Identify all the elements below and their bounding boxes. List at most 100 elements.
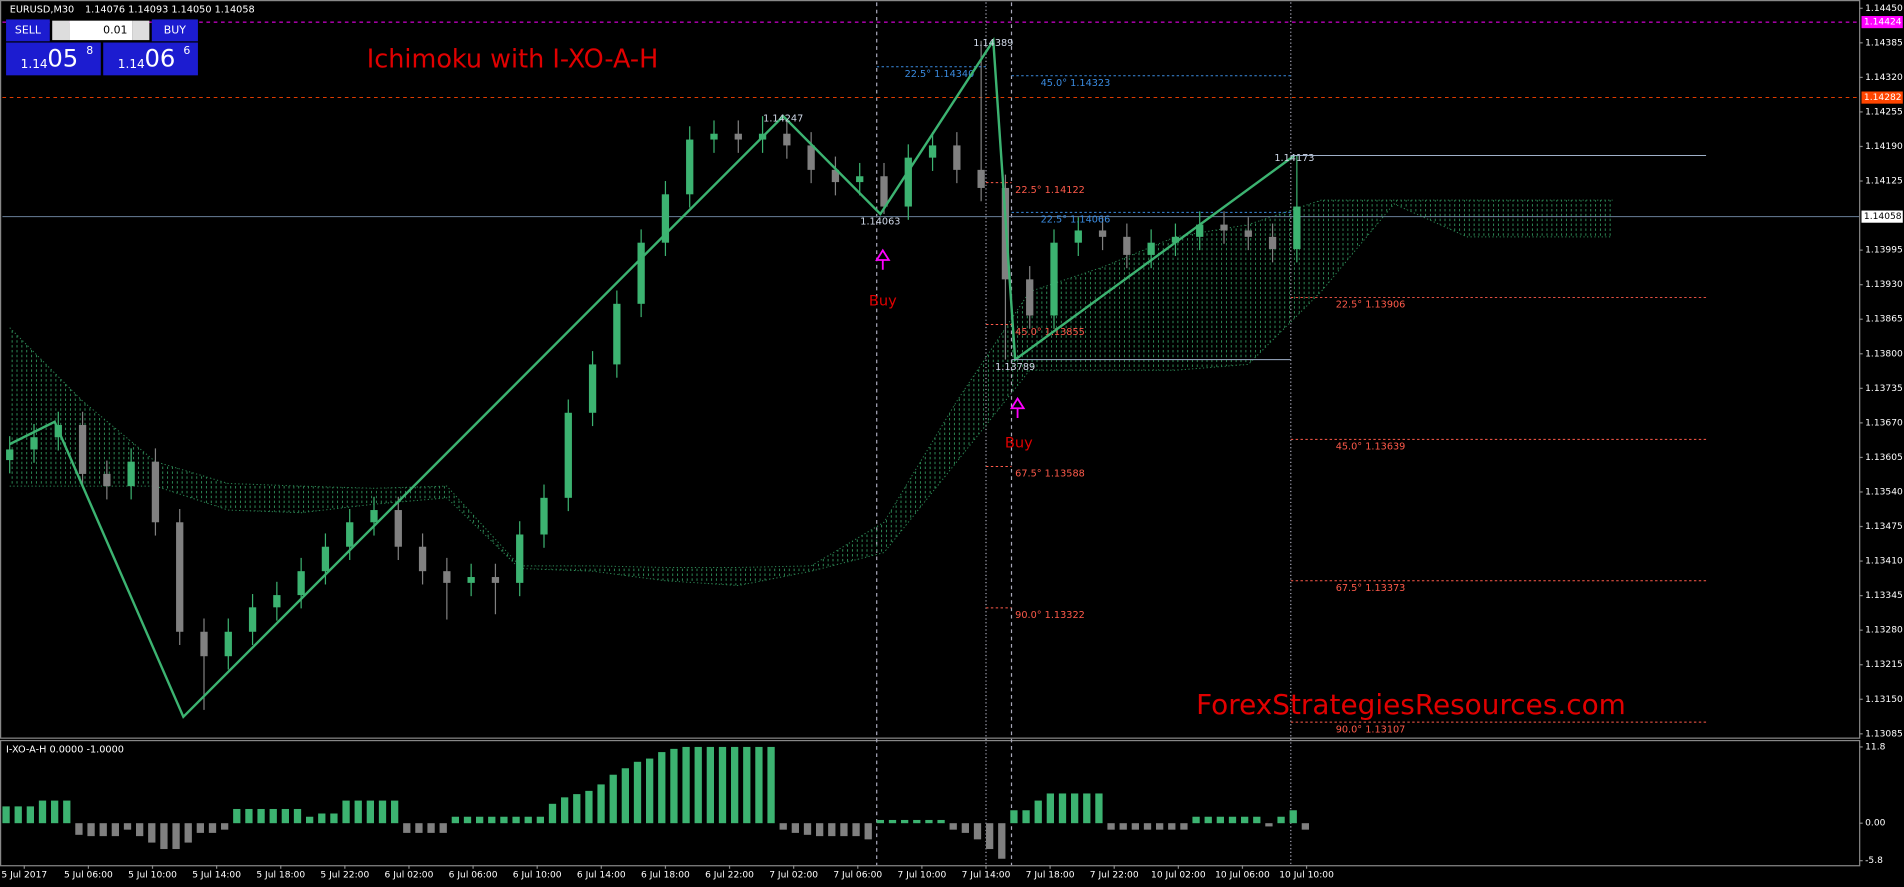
buy-label: BUY	[164, 23, 186, 36]
fan-label: 45.0° 1.14323	[1041, 78, 1111, 89]
pivot-label: 1.14247	[763, 114, 803, 125]
x-tick-label: 5 Jul 18:00	[256, 870, 305, 880]
histogram-bar	[38, 800, 47, 824]
histogram-bar	[439, 823, 447, 833]
histogram-bar	[694, 746, 702, 824]
histogram-bar	[1095, 793, 1103, 824]
x-tick-label: 10 Jul 10:00	[1279, 870, 1334, 880]
histogram-bar	[1010, 810, 1018, 824]
histogram-bar	[1265, 823, 1273, 827]
histogram-bar	[87, 823, 95, 837]
price-tag	[1861, 16, 1903, 29]
candle-body	[540, 497, 548, 535]
pivot-label: 1.14389	[973, 38, 1013, 49]
histogram-bar	[403, 823, 411, 833]
histogram-bar	[1228, 816, 1237, 824]
histogram-bar	[646, 758, 654, 824]
lot-field[interactable]	[69, 20, 133, 41]
candle-body	[613, 303, 621, 365]
y-tick-label: 1.13410	[1865, 557, 1903, 567]
x-tick-label: 6 Jul 02:00	[385, 870, 434, 880]
histogram-bar	[937, 819, 945, 824]
histogram-bar	[633, 761, 642, 824]
bid-big: 1.14	[21, 57, 48, 71]
histogram-bar	[1143, 823, 1152, 830]
histogram-bar	[986, 823, 994, 850]
fan-label: 22.5° 1.14340	[905, 69, 975, 80]
histogram-bar	[973, 823, 982, 840]
ask-box[interactable]	[103, 42, 198, 76]
ohlc: 1.14076 1.14093 1.14050 1.14058	[85, 5, 255, 16]
candle-body	[588, 364, 597, 413]
x-tick-label: 6 Jul 18:00	[641, 870, 690, 880]
histogram-bar	[75, 823, 83, 835]
histogram-bar	[184, 823, 192, 843]
price-tag	[1861, 91, 1903, 104]
y-tick-label: 1.13215	[1865, 660, 1903, 670]
histogram-bar	[791, 823, 799, 833]
price-frame	[0, 0, 1861, 739]
lot-up[interactable]	[132, 20, 150, 41]
histogram-bar	[597, 784, 605, 824]
buy-button[interactable]	[151, 19, 198, 42]
candle-body	[1171, 236, 1180, 243]
fan-label: 22.5° 1.13906	[1336, 300, 1406, 311]
histogram-bar	[670, 748, 678, 824]
lot-down[interactable]	[52, 20, 70, 41]
histogram-bar	[172, 823, 180, 850]
histogram-bar	[463, 816, 472, 824]
candle-body	[443, 571, 451, 583]
histogram-bar	[306, 816, 314, 824]
x-tick-label: 7 Jul 10:00	[897, 870, 946, 880]
histogram-bar	[706, 746, 714, 824]
y-tick-label: 1.13540	[1865, 487, 1903, 497]
histogram-bar	[1156, 823, 1164, 830]
candle-body	[977, 169, 985, 188]
ask-pip: 6	[183, 44, 190, 57]
y-tick-label: 1.14450	[1865, 4, 1903, 14]
candle-body	[273, 595, 281, 608]
candle-body	[30, 437, 38, 450]
candle-body	[928, 145, 937, 158]
sell-button[interactable]	[6, 19, 50, 42]
histogram-bar	[585, 790, 593, 824]
candle-body	[734, 133, 742, 140]
histogram-bar	[512, 816, 520, 824]
candle-body	[1074, 230, 1082, 243]
histogram-bar	[221, 823, 229, 830]
histogram-bar	[415, 823, 423, 833]
histogram-bar	[293, 808, 302, 824]
histogram-bar	[1131, 823, 1139, 830]
indicator-label: I-XO-A-H 0.0000 -1.0000	[6, 745, 124, 756]
histogram-bar	[816, 823, 824, 837]
histogram-bar	[63, 800, 71, 824]
histogram-bar	[1168, 823, 1176, 830]
x-tick-label: 7 Jul 06:00	[833, 870, 882, 880]
histogram-bar	[621, 768, 629, 824]
candle-body	[151, 461, 160, 523]
histogram-bar	[451, 816, 459, 824]
histogram-bar	[2, 806, 10, 824]
x-tick-label: 6 Jul 06:00	[449, 870, 498, 880]
fan-label: 90.0° 1.13322	[1015, 610, 1085, 621]
bid-box[interactable]	[6, 42, 101, 76]
histogram-bar	[14, 806, 22, 824]
histogram-bar	[1071, 793, 1079, 824]
histogram-bar	[1216, 816, 1224, 824]
histogram-bar	[1083, 793, 1091, 824]
ask-big: 1.14	[118, 57, 145, 71]
candle-body	[856, 176, 864, 183]
y-tick-label: 1.13475	[1865, 522, 1903, 532]
histogram-bar	[767, 746, 775, 824]
bid-main: 05	[47, 44, 78, 73]
y-tick-label: 0.00	[1865, 819, 1885, 829]
histogram-bar	[500, 816, 508, 824]
y-tick-label: 1.14125	[1865, 177, 1903, 187]
histogram-bar	[536, 816, 544, 824]
x-tick-label: 6 Jul 14:00	[577, 870, 626, 880]
candle-body	[176, 522, 184, 632]
candle-body	[6, 449, 14, 461]
histogram-bar	[1180, 823, 1188, 830]
histogram-bar	[682, 746, 690, 824]
histogram-bar	[391, 800, 399, 824]
